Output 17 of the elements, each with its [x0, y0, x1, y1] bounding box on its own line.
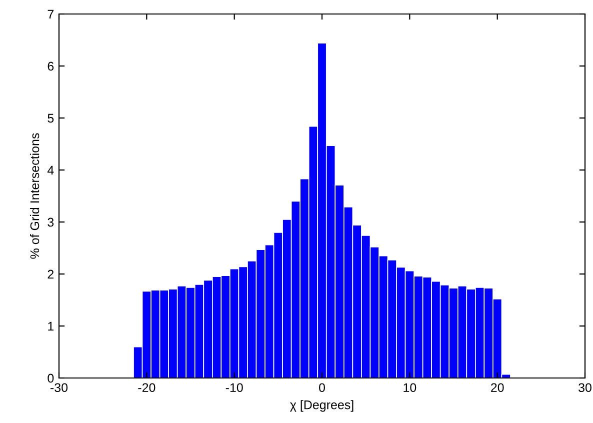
x-tick-label: -30 — [50, 383, 68, 392]
x-tick-label: -20 — [138, 383, 156, 392]
x-tick-label: 10 — [404, 383, 416, 392]
y-tick-label: 4 — [47, 166, 54, 175]
y-tick-label: 5 — [48, 114, 54, 123]
y-axis-title: % of Grid Intersections — [30, 133, 40, 259]
y-tick-label: 3 — [48, 218, 54, 227]
y-tick-label: 1 — [48, 322, 54, 331]
x-tick-label: 0 — [319, 383, 325, 392]
x-tick-label: 20 — [491, 383, 504, 392]
y-tick-label: 7 — [48, 10, 54, 19]
y-tick-label: 0 — [48, 374, 54, 383]
y-tick-label: 2 — [48, 270, 54, 279]
x-tick-label: 30 — [578, 383, 592, 392]
y-tick-label: 6 — [48, 62, 54, 71]
x-axis-title: χ [Degrees] — [290, 400, 354, 412]
x-tick-label: -10 — [226, 383, 243, 392]
